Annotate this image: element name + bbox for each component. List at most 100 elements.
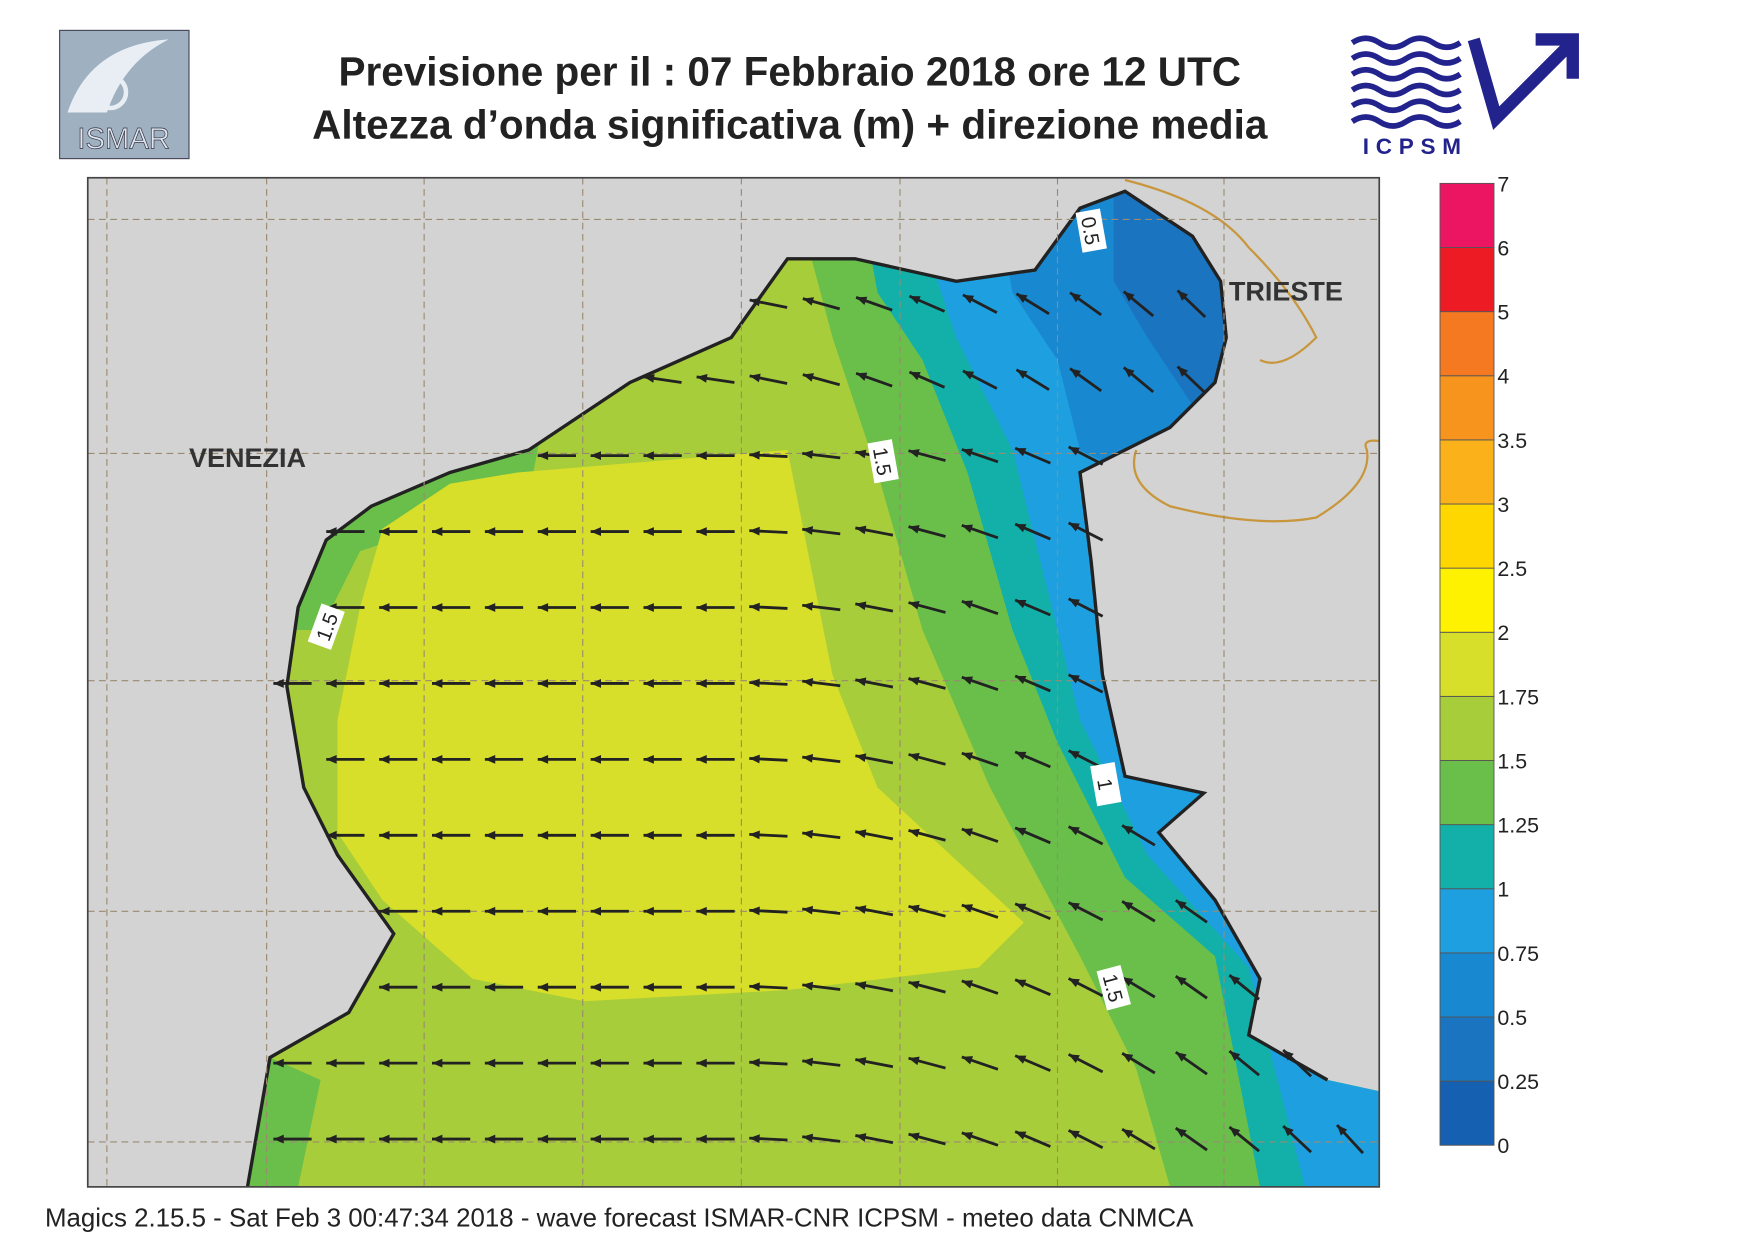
arrow-head — [1122, 825, 1134, 835]
contour-label: 1.5 — [867, 439, 899, 484]
colorbar-label: 7 — [1497, 172, 1509, 196]
arrow-head — [432, 906, 443, 916]
contour-value: 1.5 — [868, 446, 895, 478]
arrow-head — [1175, 1128, 1187, 1138]
colorbar-swatch — [1439, 824, 1495, 890]
arrow-head — [1123, 291, 1135, 302]
arrow-head — [590, 679, 601, 688]
arrow-head — [432, 830, 443, 840]
arrow-head — [643, 679, 654, 688]
arrow-head — [696, 679, 707, 688]
title: Previsione per il : 07 Febbraio 2018 ore… — [338, 49, 1241, 95]
colorbar-swatch — [1439, 631, 1495, 697]
arrow-head — [379, 906, 390, 916]
arrow-head — [961, 448, 974, 457]
arrow-head — [273, 1134, 284, 1144]
arrow-head — [379, 982, 390, 992]
arrow-head — [1283, 1050, 1294, 1061]
arrow-head — [1015, 524, 1027, 533]
arrow-head — [326, 1058, 337, 1068]
arrow-head — [696, 830, 707, 840]
arrow-head — [1068, 978, 1080, 988]
arrow-head — [802, 829, 814, 839]
arrow-head — [696, 982, 707, 992]
arrow-head — [1015, 675, 1027, 685]
map-frame — [86, 176, 1381, 1188]
arrow-head — [1015, 1055, 1027, 1064]
arrow-head — [484, 527, 496, 536]
contour-label: 0.5 — [1075, 208, 1107, 253]
colorbar-label: 1 — [1497, 878, 1509, 902]
arrow-head — [908, 1132, 920, 1142]
arrow-head — [908, 752, 920, 762]
arrow-head — [802, 602, 814, 611]
colorbar-label: 1.75 — [1497, 685, 1539, 709]
arrow-head — [379, 830, 390, 840]
arrow-head — [908, 1056, 920, 1066]
arrow-head — [1068, 446, 1080, 456]
arrow-head — [590, 451, 601, 461]
colorbar-label: 0 — [1497, 1134, 1509, 1158]
arrow-head — [590, 754, 601, 764]
arrow-head — [379, 1134, 390, 1144]
arrow-head — [1015, 827, 1027, 836]
arrow-head — [749, 830, 760, 840]
arrow-head — [1177, 290, 1189, 301]
colorbar-swatch — [1439, 695, 1495, 761]
colorbar-swatch — [1439, 439, 1495, 505]
arrow-head — [273, 1058, 284, 1068]
arrow-head — [537, 830, 549, 840]
contour-value: 1 — [1092, 777, 1116, 792]
arrow-head — [855, 677, 867, 687]
logo-text: ISMAR — [77, 124, 170, 156]
arrow-head — [749, 982, 760, 992]
arrow-head — [908, 525, 920, 534]
arrow-head — [326, 679, 337, 688]
arrow-head — [1122, 977, 1134, 987]
arrow-head — [802, 297, 814, 306]
colorbar-swatch — [1439, 247, 1495, 313]
arrow-head — [961, 980, 974, 989]
arrow-head — [696, 451, 707, 461]
arrow-head — [432, 1134, 443, 1144]
colorbar-label: 0.25 — [1497, 1070, 1539, 1094]
arrow-head — [1015, 448, 1027, 457]
colorbar-swatch — [1439, 567, 1495, 633]
arrow-head — [908, 828, 920, 838]
arrow-head — [1068, 826, 1080, 836]
arrow-head — [802, 526, 814, 535]
arrow-head — [537, 679, 549, 688]
arrow-head — [590, 603, 601, 612]
arrow-head — [590, 1058, 601, 1068]
ismar-logo: ISMAR — [59, 29, 190, 160]
arrow-head — [379, 603, 390, 612]
arrow-head — [484, 830, 496, 840]
arrow-head — [326, 1134, 337, 1144]
arrow-head — [590, 1134, 601, 1144]
arrow-head — [537, 1058, 549, 1068]
arrow-head — [696, 603, 707, 612]
arrow-head — [909, 372, 921, 381]
arrow-head — [1122, 1129, 1134, 1139]
arrow-head — [802, 678, 814, 687]
arrow-head — [1068, 1054, 1080, 1064]
arrow-head — [326, 830, 337, 840]
arrow-head — [379, 1058, 390, 1068]
arrow-head — [961, 676, 974, 685]
colorbar-swatch — [1439, 760, 1495, 826]
arrow-head — [908, 676, 920, 686]
colorbar-swatch — [1439, 375, 1495, 441]
arrow-head — [855, 753, 867, 763]
arrow-head — [643, 451, 654, 461]
colorbar-swatch — [1439, 1016, 1495, 1082]
arrow-head — [696, 1134, 707, 1144]
colorbar-swatch — [1439, 1080, 1495, 1146]
arrow-head — [484, 1058, 496, 1068]
label-box — [1075, 208, 1107, 253]
arrow-head — [379, 527, 390, 536]
arrow-head — [962, 294, 975, 304]
contour-label: 1 — [1090, 762, 1122, 807]
arrow-head — [1015, 751, 1027, 760]
arrow-head — [537, 982, 549, 992]
arrow-head — [749, 297, 761, 307]
